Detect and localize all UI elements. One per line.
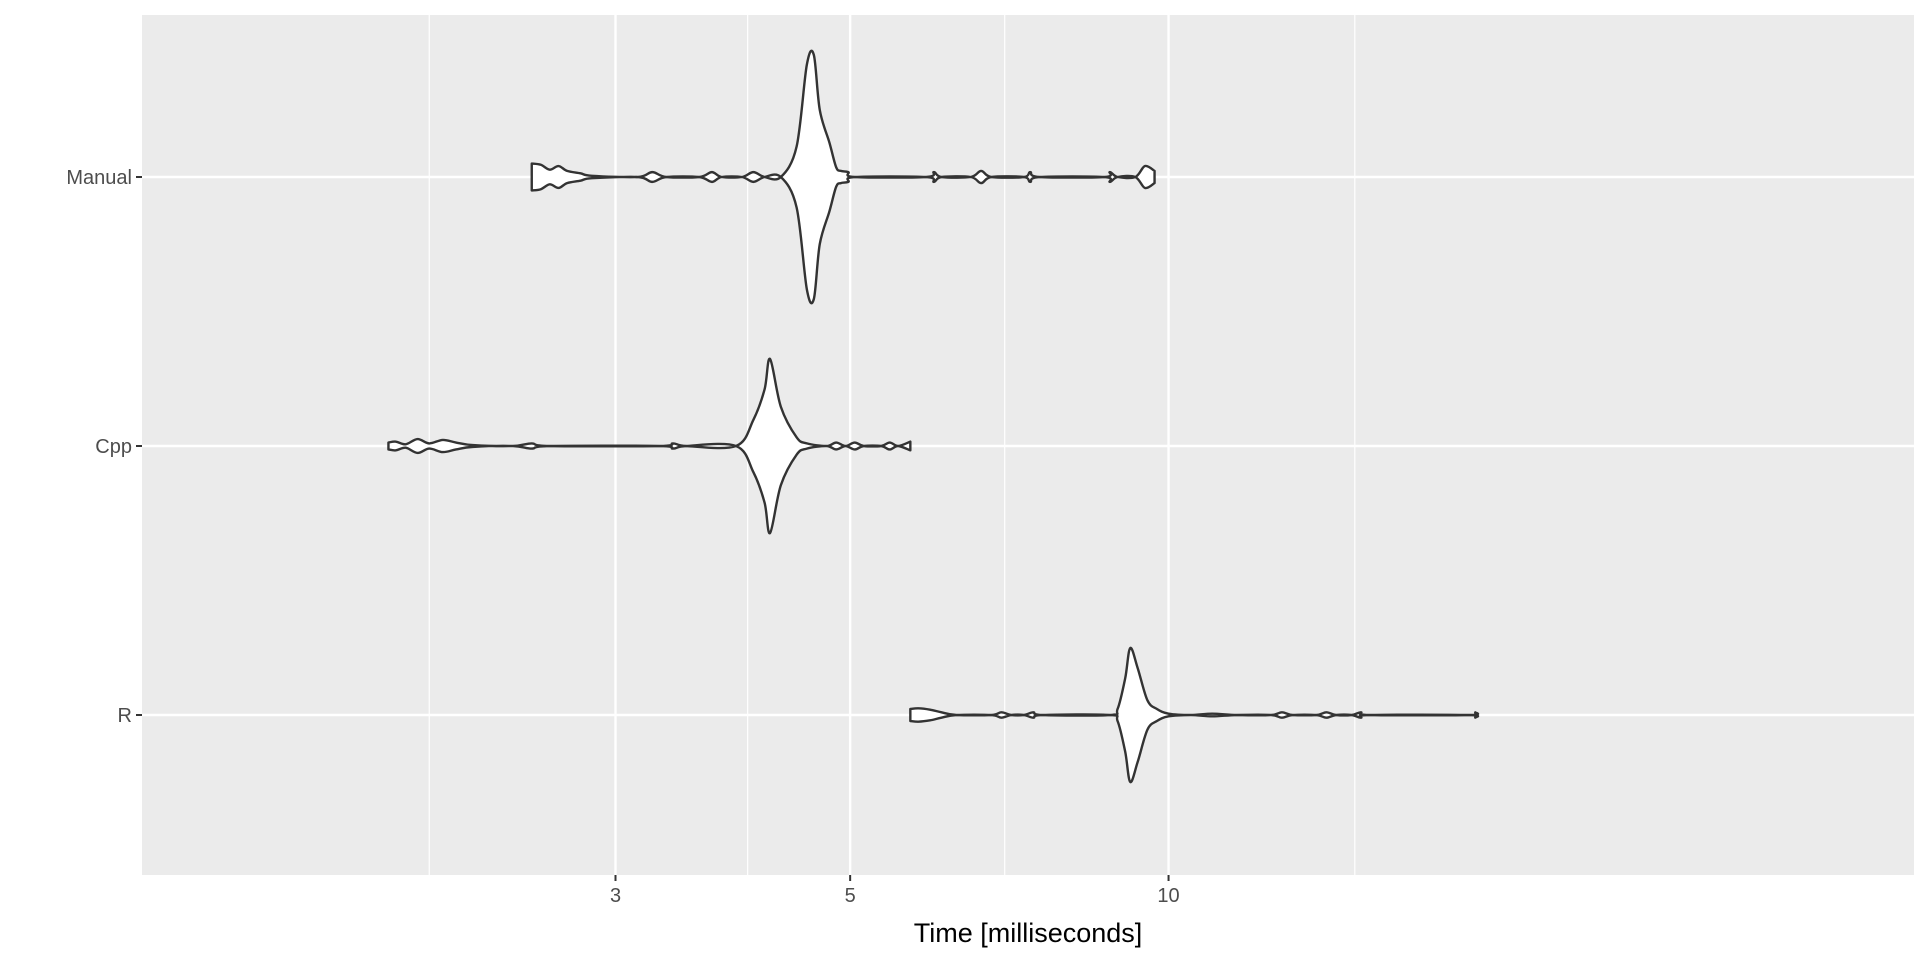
violins	[387, 49, 1480, 784]
x-tick-label: 5	[845, 885, 856, 907]
x-axis-title: Time [milliseconds]	[914, 918, 1143, 948]
x-axis: 3 5 10	[610, 875, 1180, 907]
violin-cpp	[387, 357, 912, 535]
y-tick-label: R	[118, 705, 132, 727]
x-tick-label: 10	[1157, 885, 1179, 907]
violin-r	[909, 646, 1480, 784]
y-tick-label: Cpp	[95, 436, 132, 458]
y-tick-label: Manual	[66, 167, 132, 189]
violin-manual	[530, 49, 1156, 305]
x-tick-label: 3	[610, 885, 621, 907]
y-axis: Manual Cpp R	[66, 167, 142, 727]
